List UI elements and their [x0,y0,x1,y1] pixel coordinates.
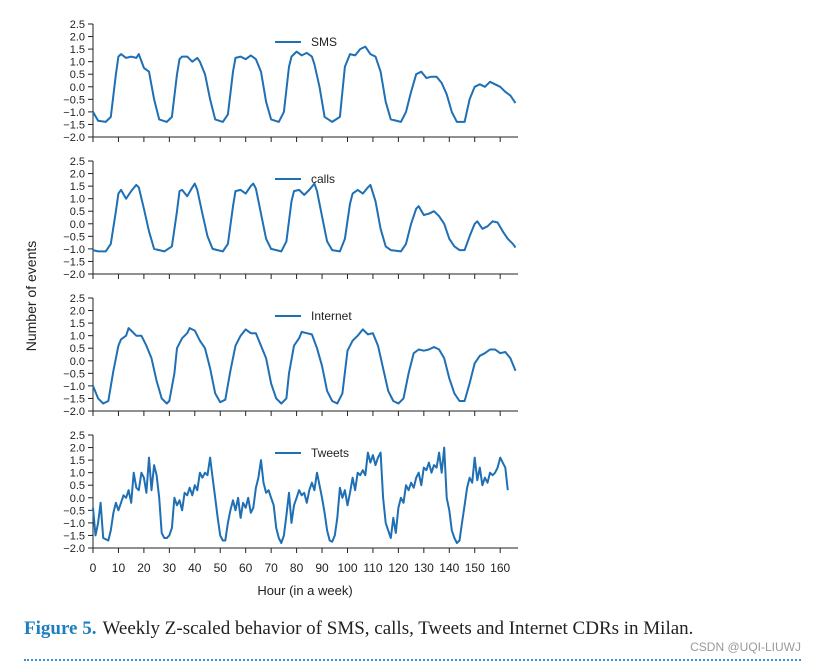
x-tick-label: 100 [337,561,357,575]
y-tick-label: 2.5 [70,293,85,305]
x-tick-label: 50 [214,561,228,575]
x-tick-label: 30 [163,561,177,575]
dotted-divider [24,659,801,661]
legend-label: Internet [311,309,352,323]
x-tick-label: 130 [414,561,434,575]
y-tick-label: −0.5 [63,505,85,517]
x-tick-label: 160 [490,561,510,575]
caption-text: Weekly Z-scaled behavior of SMS, calls, … [102,618,694,639]
x-tick-label: 70 [264,561,278,575]
legend-label: calls [311,172,335,186]
y-tick-label: −1.5 [63,393,85,405]
y-tick-label: 0.5 [70,69,85,81]
y-tick-label: 2.0 [70,32,85,44]
y-tick-label: −2.0 [63,269,85,281]
y-tick-label: 2.5 [70,430,85,442]
x-tick-label: 40 [188,561,202,575]
y-tick-label: 0.5 [70,343,85,355]
y-tick-label: 1.5 [70,44,85,56]
y-tick-label: −1.5 [63,530,85,542]
x-tick-label: 120 [388,561,408,575]
series-line-tweets [92,446,509,544]
y-tick-label: 1.5 [70,318,85,330]
x-tick-label: 80 [290,561,304,575]
x-tick-label: 20 [137,561,151,575]
y-axis-label: Number of events [23,241,39,352]
y-tick-label: 2.0 [70,443,85,455]
x-tick-label: 150 [465,561,485,575]
y-tick-label: 0.0 [70,219,85,231]
y-tick-label: −0.5 [63,231,85,243]
y-tick-label: 2.0 [70,169,85,181]
y-tick-label: 0.0 [70,356,85,368]
figure-chart: 2.52.01.51.00.50.0−0.5−1.0−1.5−2.0SMS2.5… [23,19,518,598]
y-tick-label: −1.0 [63,107,85,119]
y-tick-label: −1.5 [63,256,85,268]
y-tick-label: 0.0 [70,82,85,94]
y-tick-label: 1.0 [70,331,85,343]
panel-internet: 2.52.01.51.00.50.0−0.5−1.0−1.5−2.0 Intern… [63,293,518,418]
y-tick-label: −1.5 [63,119,85,131]
figure-caption: Figure 5. Weekly Z-scaled behavior of SMS… [24,618,814,640]
y-tick-label: 2.5 [70,156,85,168]
x-axis-label: Hour (in a week) [257,583,352,598]
y-tick-label: 0.0 [70,493,85,505]
x-tick-label: 60 [239,561,253,575]
x-tick-label: 110 [363,561,382,575]
y-tick-label: 1.0 [70,194,85,206]
x-tick-label: 140 [439,561,459,575]
y-tick-label: −2.0 [63,543,85,555]
watermark: CSDN @UQI-LIUWJ [690,640,801,654]
y-tick-label: 1.5 [70,181,85,193]
y-tick-label: 0.5 [70,480,85,492]
y-tick-label: −1.0 [63,244,85,256]
y-tick-label: 0.5 [70,206,85,218]
series-line-internet [92,327,517,405]
x-tick-label: 0 [90,561,97,575]
panel-calls: 2.52.01.51.00.50.0−0.5−1.0−1.5−2.0 calls [63,156,518,281]
y-tick-label: 1.5 [70,455,85,467]
y-tick-label: 1.0 [70,57,85,69]
y-tick-label: −1.0 [63,518,85,530]
x-axis-ticks: 0 10 20 30 40 50 60 70 80 90 100 110 120 130 140 150 160 [90,561,511,575]
figure-label: Figure 5. [24,618,97,639]
y-tick-label: −2.0 [63,406,85,418]
y-tick-label: −0.5 [63,368,85,380]
panel-tweets: 2.52.01.51.00.50.0−0.5−1.0−1.5−2.0 Tweets [63,430,518,555]
panel-sms: 2.52.01.51.00.50.0−0.5−1.0−1.5−2.0 SMS [63,19,518,144]
y-tick-label: 1.0 [70,468,85,480]
legend-label: SMS [311,35,337,49]
y-tick-label: −2.0 [63,132,85,144]
series-line-calls [92,182,517,253]
legend-label: Tweets [311,446,349,460]
y-tick-label: 2.5 [70,19,85,31]
y-tick-label: −1.0 [63,381,85,393]
x-tick-label: 90 [315,561,329,575]
y-tick-label: 2.0 [70,306,85,318]
chart-panels: 2.52.01.51.00.50.0−0.5−1.0−1.5−2.0SMS2.5… [63,19,518,555]
y-tick-label: −0.5 [63,94,85,106]
series-line-sms [92,45,517,123]
x-tick-label: 10 [112,561,126,575]
